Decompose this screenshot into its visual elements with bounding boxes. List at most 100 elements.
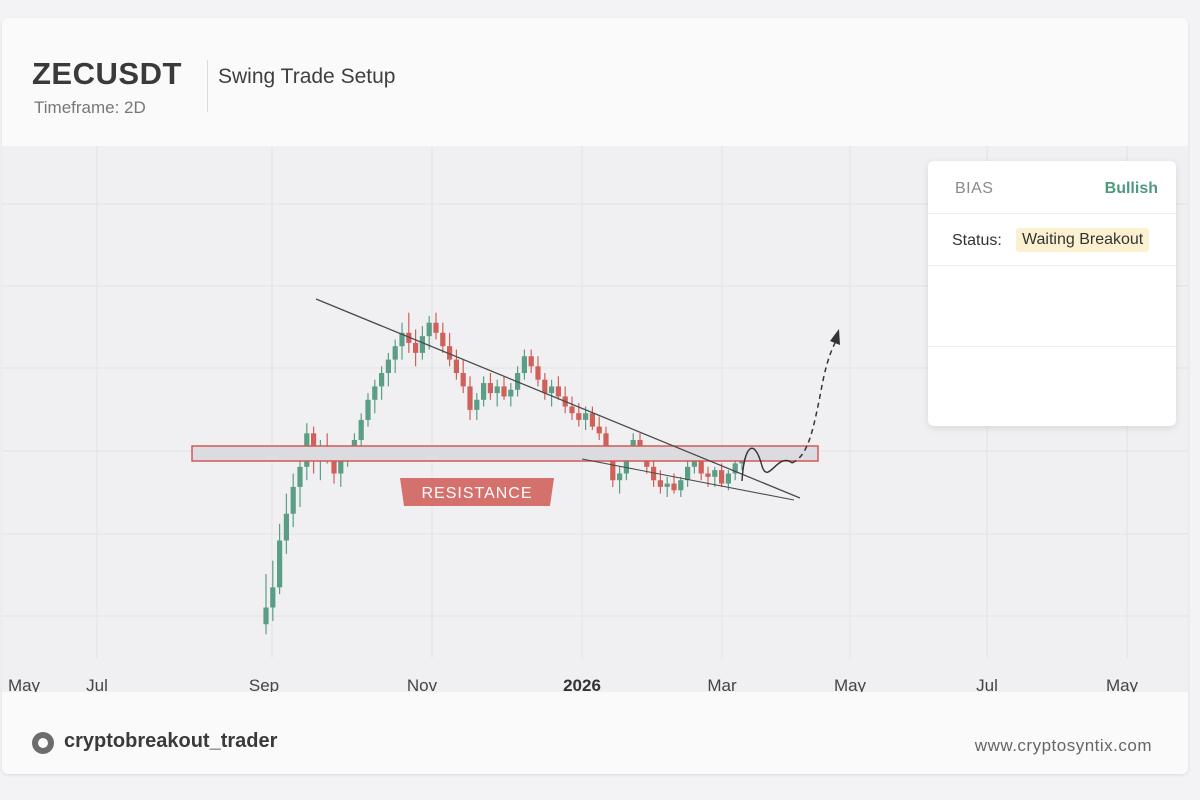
x-tick-label: May (1106, 676, 1139, 692)
chart-header: ZECUSDT Timeframe: 2D Swing Trade Setup (2, 18, 1188, 146)
candle-body (297, 466, 303, 487)
candles (263, 312, 745, 635)
candle (467, 376, 473, 420)
candle (460, 359, 466, 394)
candle (474, 393, 480, 420)
candle-body (528, 356, 534, 367)
chart-card: ZECUSDT Timeframe: 2D Swing Trade Setup … (2, 18, 1188, 774)
candle-body (705, 473, 711, 477)
candle (365, 393, 371, 427)
bias-value: Bullish (1104, 180, 1158, 197)
candle (562, 386, 568, 414)
candle-body (596, 426, 602, 434)
candle-body (589, 413, 595, 427)
candle (283, 493, 289, 554)
candle (453, 349, 459, 380)
candle (406, 312, 412, 353)
candle-body (549, 386, 555, 394)
candle-body (338, 460, 344, 474)
candle-body (283, 513, 289, 541)
candle-body (685, 466, 691, 481)
resistance-label-text: RESISTANCE (421, 485, 532, 502)
candle (685, 460, 691, 487)
candle (372, 379, 378, 414)
candle-body (576, 413, 582, 420)
bias-row: BIAS Bullish (928, 161, 1176, 214)
x-tick-label: Jul (976, 676, 998, 692)
projection-arrowhead (830, 329, 840, 345)
candle-body (385, 359, 391, 373)
candle (501, 376, 507, 400)
timeframe-label: Timeframe: 2D (34, 98, 146, 117)
candle (487, 373, 493, 400)
resistance-zone (191, 445, 819, 462)
candle (263, 574, 269, 635)
candle-body (331, 456, 337, 474)
candle-body (413, 342, 419, 353)
candle (379, 366, 385, 400)
x-tick-label: Sep (249, 676, 279, 692)
x-tick-label: Jul (86, 676, 108, 692)
candle (712, 466, 718, 487)
resistance-label: RESISTANCE (400, 478, 554, 506)
candle-body (698, 460, 704, 474)
candle-body (501, 386, 507, 397)
candle-body (270, 587, 276, 608)
website-link[interactable]: www.cryptosyntix.com (974, 736, 1152, 755)
candle-body (671, 483, 677, 491)
header-divider (207, 60, 208, 112)
candle (297, 453, 303, 507)
candle (290, 473, 296, 528)
bias-panel: BIAS Bullish Status: Waiting Breakout (928, 161, 1176, 426)
candle-body (487, 383, 493, 394)
x-tick-label: Mar (707, 676, 737, 692)
status-label: Status: (952, 232, 1002, 249)
candle (678, 476, 684, 497)
candle (392, 339, 398, 373)
candle (440, 322, 446, 353)
candle-body (372, 386, 378, 400)
x-tick-label: May (834, 676, 867, 692)
candle-body (474, 399, 480, 410)
candle-body (725, 473, 731, 484)
candle-body (623, 453, 629, 474)
candle (596, 416, 602, 440)
candle-body (453, 359, 459, 373)
candle-body (494, 386, 500, 394)
candle-body (542, 379, 548, 394)
candle-body (392, 346, 398, 360)
x-tick-label: Nov (407, 676, 438, 692)
candle-body (732, 463, 738, 474)
candle (508, 383, 514, 407)
candle (664, 476, 670, 497)
descending-trendline (315, 298, 801, 499)
candle-body (440, 332, 446, 347)
candle-body (691, 460, 697, 467)
candle (277, 523, 283, 595)
overlays: RESISTANCE (191, 298, 840, 506)
candle (399, 322, 405, 360)
candle-body (678, 480, 684, 491)
candle (555, 376, 561, 400)
candle-body (277, 540, 283, 588)
candle (651, 460, 657, 487)
candle (617, 466, 623, 494)
candle-body (460, 373, 466, 387)
candle (433, 312, 439, 340)
x-tick-label: May (8, 676, 41, 692)
candle (521, 349, 527, 380)
candle-body (379, 373, 385, 387)
candle-body (433, 322, 439, 333)
candle-body (481, 383, 487, 400)
candle-body (535, 366, 541, 380)
candle-body (399, 332, 405, 347)
candle (569, 396, 575, 420)
candle-body (664, 483, 670, 487)
status-badge: Waiting Breakout (1016, 228, 1150, 252)
candle-body (583, 413, 589, 420)
candle-body (610, 453, 616, 481)
candle-body (508, 389, 514, 397)
candle-body (651, 466, 657, 481)
candle (385, 352, 391, 387)
candle-body (617, 473, 623, 481)
